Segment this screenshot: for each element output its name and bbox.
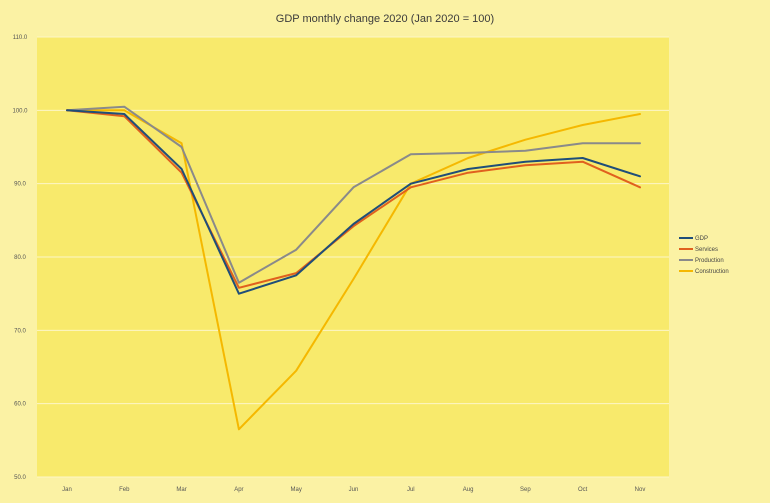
x-tick-label: Feb <box>119 487 130 493</box>
legend: GDP Services Production Construction <box>679 236 729 275</box>
gridlines <box>37 36 669 478</box>
x-axis-ticks: Jan Feb Mar Apr May Jun Jul Aug Sep Oct Nov <box>62 487 645 493</box>
series-line-construction <box>66 109 641 431</box>
x-tick-label: Mar <box>176 487 186 493</box>
y-tick-label: 70.0 <box>14 328 26 334</box>
x-tick-label: Jul <box>407 487 415 493</box>
y-tick-label: 90.0 <box>14 182 26 188</box>
legend-label-services: Services <box>695 247 718 253</box>
x-tick-label: Apr <box>234 487 243 493</box>
series-line-production <box>66 105 641 284</box>
x-tick-label: Sep <box>520 487 531 493</box>
series-line-gdp <box>66 109 641 295</box>
y-tick-label: 110.0 <box>13 35 28 41</box>
x-tick-label: Jan <box>62 487 72 493</box>
y-axis-ticks: 50.0 60.0 70.0 80.0 90.0 100.0 110.0 <box>12 35 28 481</box>
y-tick-label: 60.0 <box>14 402 26 408</box>
x-tick-label: May <box>291 487 302 493</box>
x-tick-label: Oct <box>578 487 588 493</box>
x-tick-label: Jun <box>349 487 359 493</box>
chart-title: GDP monthly change 2020 (Jan 2020 = 100) <box>276 13 494 25</box>
legend-label-production: Production <box>695 258 724 264</box>
y-tick-label: 50.0 <box>14 475 26 481</box>
x-tick-label: Aug <box>463 487 474 493</box>
series-line-services <box>66 109 641 289</box>
y-tick-label: 80.0 <box>14 255 26 261</box>
y-tick-label: 100.0 <box>12 108 28 114</box>
legend-label-construction: Construction <box>695 269 729 275</box>
series-lines <box>66 105 641 431</box>
x-tick-label: Nov <box>635 487 646 493</box>
legend-label-gdp: GDP <box>695 236 708 242</box>
